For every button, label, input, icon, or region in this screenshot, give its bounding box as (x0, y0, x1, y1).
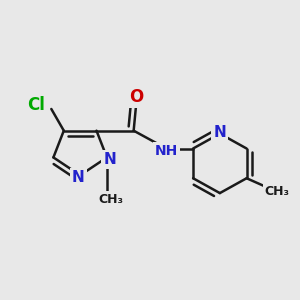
Text: N: N (103, 152, 116, 167)
Text: NH: NH (155, 144, 178, 158)
Text: O: O (130, 88, 144, 106)
Text: Cl: Cl (27, 96, 44, 114)
Text: N: N (72, 170, 84, 185)
Text: CH₃: CH₃ (265, 185, 290, 198)
Text: N: N (214, 125, 226, 140)
Text: CH₃: CH₃ (98, 193, 123, 206)
